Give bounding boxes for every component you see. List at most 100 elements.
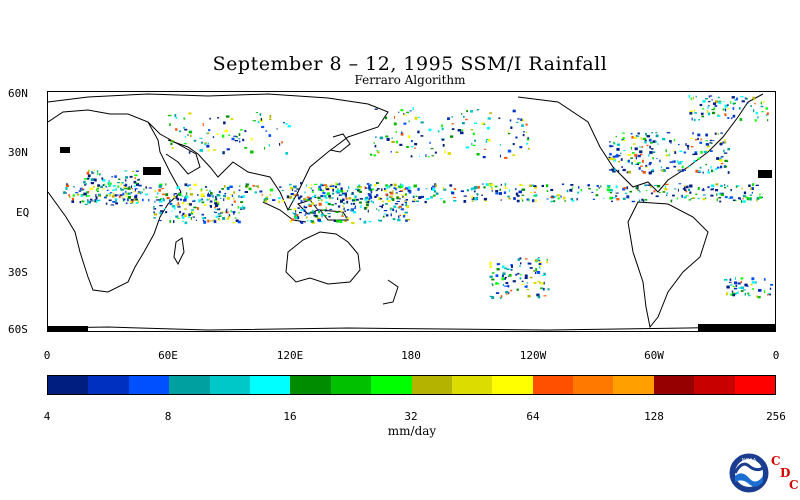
rainfall-speck (294, 190, 297, 192)
rainfall-speck (75, 192, 79, 194)
rainfall-speck (183, 127, 185, 129)
rainfall-speck (205, 186, 208, 188)
rainfall-speck (524, 274, 528, 278)
rainfall-speck (557, 194, 561, 197)
rainfall-speck (135, 201, 139, 204)
rainfall-speck (368, 197, 371, 200)
rainfall-speck (340, 215, 345, 217)
rainfall-speck (199, 137, 203, 139)
rainfall-speck (226, 208, 228, 211)
rainfall-speck (534, 194, 538, 197)
rainfall-speck (286, 195, 290, 199)
rainfall-speck (135, 183, 140, 186)
rainfall-speck (375, 182, 378, 184)
rainfall-speck (553, 200, 556, 203)
rainfall-speck (240, 208, 243, 210)
rainfall-speck (296, 216, 300, 220)
rainfall-speck (208, 194, 212, 197)
rainfall-speck (311, 189, 314, 191)
rainfall-speck (461, 122, 465, 125)
rainfall-speck (119, 194, 123, 197)
rainfall-speck (453, 200, 457, 202)
rainfall-speck (197, 194, 199, 196)
rainfall-speck (547, 288, 550, 291)
rainfall-speck (685, 185, 689, 189)
rainfall-speck (396, 200, 400, 202)
rainfall-speck (392, 198, 395, 201)
rainfall-speck (528, 198, 530, 202)
rainfall-speck (507, 285, 510, 288)
rainfall-speck (473, 190, 476, 193)
rainfall-speck (447, 117, 450, 120)
rainfall-speck (717, 166, 720, 169)
rainfall-speck (527, 294, 531, 298)
rainfall-speck (305, 212, 307, 215)
rainfall-speck (126, 193, 129, 195)
rainfall-speck (693, 109, 696, 112)
rainfall-speck (689, 110, 694, 112)
rainfall-speck (65, 192, 67, 194)
rainfall-speck (578, 186, 580, 189)
rainfall-speck (323, 215, 327, 217)
rainfall-speck (644, 184, 647, 187)
rainfall-speck (627, 153, 632, 156)
rainfall-speck (154, 200, 156, 203)
rainfall-speck (159, 183, 163, 186)
rainfall-speck (489, 265, 492, 269)
rainfall-speck (434, 189, 436, 191)
lon-label-120e: 120E (276, 349, 304, 362)
lon-label-120w: 120W (519, 349, 547, 362)
rainfall-speck (369, 189, 373, 192)
rainfall-speck (441, 124, 443, 128)
rainfall-speck (101, 177, 104, 180)
rainfall-speck (269, 188, 274, 192)
rainfall-speck (740, 280, 742, 284)
rainfall-speck (215, 208, 219, 211)
rainfall-speck (635, 163, 638, 165)
rainfall-speck (519, 183, 522, 186)
rainfall-speck (309, 197, 312, 200)
rainfall-speck (677, 169, 681, 171)
rainfall-speck (88, 191, 90, 193)
rainfall-speck (717, 114, 721, 117)
rainfall-speck (337, 197, 339, 200)
rainfall-speck (231, 194, 234, 198)
rainfall-speck (441, 139, 445, 141)
rainfall-speck (564, 200, 566, 202)
rainfall-speck (195, 219, 197, 221)
rainfall-speck (669, 140, 672, 143)
rainfall-speck (709, 139, 713, 142)
rainfall-speck (697, 133, 701, 137)
rainfall-speck (608, 191, 610, 193)
rainfall-speck (108, 193, 112, 195)
rainfall-speck (86, 191, 89, 194)
rainfall-speck (491, 296, 495, 299)
rainfall-speck (133, 185, 136, 188)
rainfall-speck (80, 194, 83, 197)
rainfall-speck (674, 151, 677, 154)
rainfall-speck (90, 178, 94, 182)
rainfall-speck (299, 211, 302, 214)
rainfall-speck (168, 114, 172, 117)
rainfall-speck (95, 194, 97, 197)
rainfall-speck (173, 195, 176, 199)
rainfall-speck (730, 293, 734, 296)
rainfall-speck (733, 102, 736, 105)
rainfall-speck (332, 188, 334, 192)
rainfall-speck (433, 190, 436, 193)
rainfall-speck (237, 206, 239, 209)
rainfall-speck (308, 204, 312, 208)
rainfall-speck (392, 218, 396, 221)
rainfall-speck (451, 123, 454, 125)
rainfall-speck (90, 182, 95, 185)
rainfall-speck (695, 138, 698, 141)
rainfall-speck (442, 186, 444, 190)
rainfall-speck (340, 190, 344, 193)
rainfall-speck (728, 197, 731, 199)
rainfall-speck (99, 173, 101, 176)
rainfall-speck (181, 195, 183, 197)
rainfall-speck (678, 144, 680, 146)
rainfall-speck (733, 287, 738, 290)
rainfall-speck (648, 171, 652, 175)
rainfall-speck (512, 154, 515, 156)
